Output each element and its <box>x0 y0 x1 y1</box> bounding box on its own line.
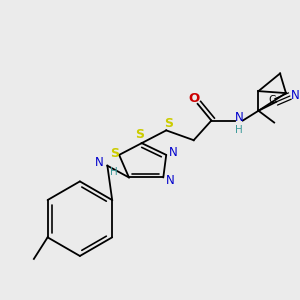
Text: N: N <box>166 174 175 187</box>
Text: N: N <box>169 146 178 159</box>
Text: S: S <box>135 128 144 141</box>
Text: S: S <box>110 147 119 161</box>
Text: S: S <box>164 117 173 130</box>
Text: N: N <box>95 156 104 169</box>
Text: H: H <box>110 167 118 177</box>
Text: N: N <box>235 111 243 124</box>
Text: N: N <box>290 88 299 102</box>
Text: C: C <box>268 95 276 105</box>
Text: H: H <box>235 125 243 135</box>
Text: O: O <box>188 92 199 106</box>
